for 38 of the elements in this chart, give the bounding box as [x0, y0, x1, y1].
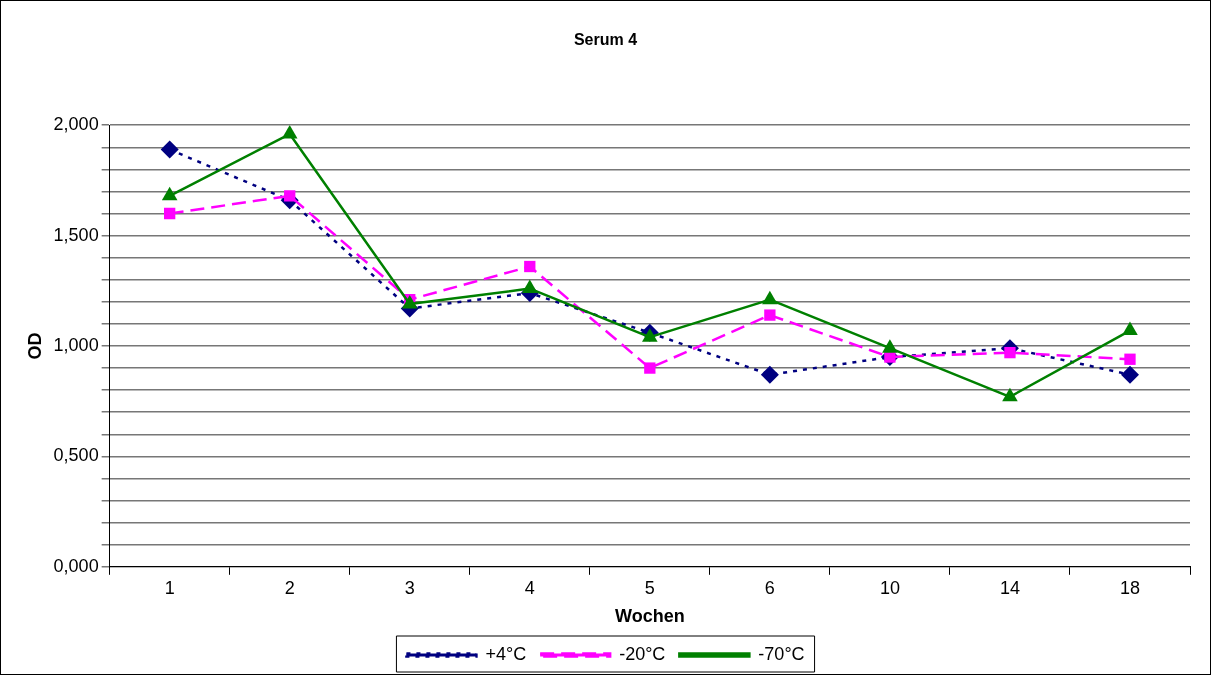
- x-tick-label: 14: [999, 577, 1020, 598]
- point: [1122, 321, 1138, 336]
- y-tick-label: 1,500: [53, 224, 99, 245]
- point: [1120, 365, 1139, 384]
- point: [161, 186, 178, 201]
- x-tick-label: 18: [1119, 577, 1140, 598]
- x-tick-label: 3: [404, 577, 415, 598]
- legend-label: -20°C: [619, 643, 666, 664]
- point: [762, 290, 778, 305]
- point: [1002, 387, 1018, 402]
- x-axis-title: Wochen: [614, 606, 685, 627]
- y-tick-label: 2,000: [53, 114, 99, 135]
- y-axis-title: OD: [24, 332, 45, 360]
- point: [524, 260, 536, 273]
- x-tick-label: 10: [879, 577, 900, 598]
- point: [882, 339, 898, 353]
- legend-label: -70°C: [758, 643, 805, 664]
- point: [644, 362, 656, 374]
- point: [521, 279, 538, 294]
- point: [1004, 346, 1016, 359]
- point: [764, 309, 776, 321]
- y-tick-label: 0,000: [53, 555, 99, 576]
- chart-title: Serum 4: [573, 31, 638, 49]
- point: [281, 125, 298, 139]
- point: [284, 190, 296, 202]
- point: [642, 328, 658, 342]
- point: [160, 140, 179, 159]
- point: [760, 365, 779, 384]
- x-tick-label: 4: [524, 577, 535, 598]
- point: [1124, 353, 1136, 365]
- point: [164, 207, 176, 220]
- x-tick-label: 2: [284, 577, 295, 598]
- y-tick-label: 1,000: [53, 334, 99, 355]
- x-tick-label: 5: [644, 577, 655, 598]
- legend-label: +4°C: [485, 643, 527, 664]
- y-tick-label: 0,500: [53, 445, 99, 466]
- x-tick-label: 6: [764, 577, 775, 598]
- x-tick-label: 1: [164, 577, 175, 598]
